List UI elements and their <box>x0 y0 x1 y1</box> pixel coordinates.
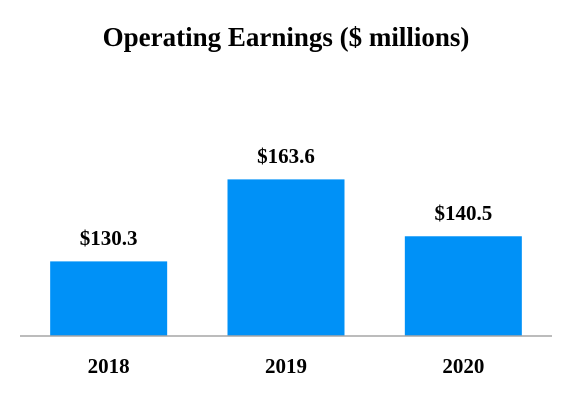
value-label: $163.6 <box>257 144 315 168</box>
bar <box>404 236 522 336</box>
x-tick-label: 2020 <box>442 354 484 378</box>
x-tick-label: 2019 <box>265 354 307 378</box>
value-label: $140.5 <box>434 201 492 225</box>
bar <box>227 179 345 336</box>
x-tick-label: 2018 <box>88 354 130 378</box>
chart-title: Operating Earnings ($ millions) <box>103 22 470 52</box>
bar <box>50 261 168 336</box>
value-label: $130.3 <box>80 226 138 250</box>
